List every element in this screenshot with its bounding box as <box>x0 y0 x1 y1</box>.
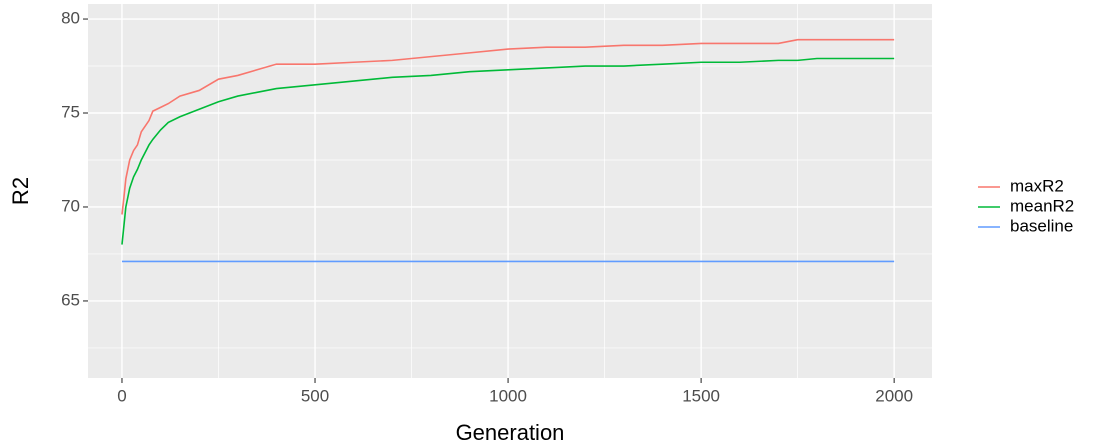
y-tick-label: 70 <box>61 196 80 215</box>
y-axis-title: R2 <box>8 177 33 205</box>
x-axis-title: Generation <box>456 420 565 445</box>
legend-label: maxR2 <box>1010 176 1064 195</box>
x-tick-label: 1000 <box>489 386 527 405</box>
y-tick-label: 65 <box>61 290 80 309</box>
x-tick-label: 2000 <box>875 386 913 405</box>
axes: 0 500 1000 1500 2000 65 70 75 80 <box>61 9 913 406</box>
y-tick-label: 80 <box>61 9 80 28</box>
legend-label: baseline <box>1010 216 1073 235</box>
series-line <box>121 38 895 215</box>
x-tick-label: 500 <box>301 386 329 405</box>
y-tick-label: 75 <box>61 102 80 121</box>
legend-label: meanR2 <box>1010 196 1074 215</box>
lines <box>121 38 895 263</box>
x-tick-label: 1500 <box>682 386 720 405</box>
x-tick-label: 0 <box>117 386 126 405</box>
series-line <box>121 57 895 245</box>
